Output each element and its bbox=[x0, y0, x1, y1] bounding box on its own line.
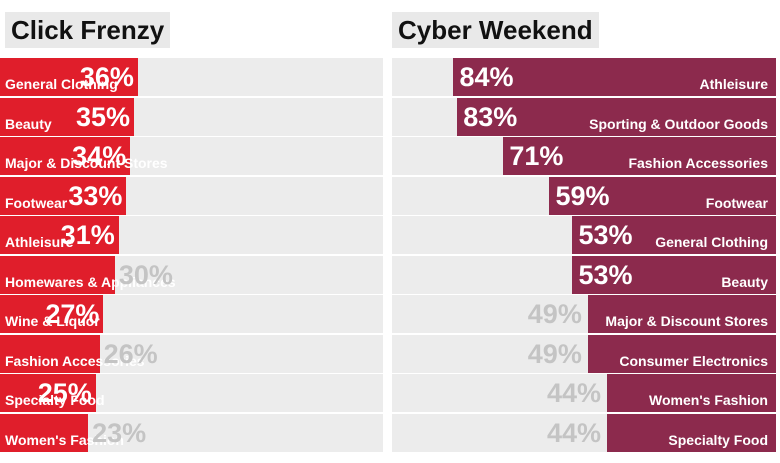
click-frenzy-category-label: Major & Discount Stores bbox=[5, 155, 168, 171]
cyber-weekend-row: Sporting & Outdoor Goods 83% bbox=[392, 97, 776, 136]
cyber-weekend-category-label: Consumer Electronics bbox=[619, 352, 768, 369]
cyber-weekend-value-label: 44% bbox=[546, 378, 602, 408]
click-frenzy-row: Wine & Liquor 27% bbox=[0, 295, 383, 333]
cyber-weekend-bar bbox=[587, 295, 776, 333]
cyber-weekend-row: Footwear 59% bbox=[392, 176, 776, 215]
cyber-weekend-value-label: 71% bbox=[509, 141, 564, 171]
cyber-weekend-bar bbox=[457, 97, 776, 136]
cyber-weekend-value-label: 83% bbox=[463, 101, 518, 132]
cyber-weekend-row: Women's Fashion 44% bbox=[392, 374, 776, 412]
cyber-weekend-bar bbox=[607, 374, 776, 412]
click-frenzy-row: Fashion Accessories 26% bbox=[0, 334, 383, 373]
cyber-weekend-row: Athleisure 84% bbox=[392, 58, 776, 96]
click-frenzy-row: Major & Discount Stores 34% bbox=[0, 137, 383, 175]
click-frenzy-category-label: Beauty bbox=[5, 115, 52, 132]
click-frenzy-category-label: Footwear bbox=[5, 194, 68, 211]
cyber-weekend-bar bbox=[453, 58, 776, 96]
cyber-weekend-bar bbox=[587, 334, 776, 373]
click-frenzy-category-label: Athleisure bbox=[5, 234, 74, 250]
cyber-weekend-title: Cyber Weekend bbox=[392, 12, 599, 48]
click-frenzy-bar bbox=[0, 176, 127, 215]
cyber-weekend-row: Major & Discount Stores 49% bbox=[392, 295, 776, 333]
cyber-weekend-bar bbox=[607, 413, 776, 452]
click-frenzy-category-label: Fashion Accessories bbox=[5, 352, 145, 369]
click-frenzy-row: Beauty 35% bbox=[0, 97, 383, 136]
click-frenzy-value-label: 25% bbox=[37, 378, 92, 408]
click-frenzy-row: Homewares & Appliances 30% bbox=[0, 255, 383, 294]
cyber-weekend-category-label: Footwear bbox=[705, 194, 768, 211]
cyber-weekend-bar bbox=[572, 255, 776, 294]
click-frenzy-bar bbox=[0, 58, 138, 96]
cyber-weekend-row: General Clothing 53% bbox=[392, 216, 776, 254]
click-frenzy-row: General Clothing 36% bbox=[0, 58, 383, 96]
click-frenzy-category-label: Women's Fashion bbox=[5, 431, 124, 448]
click-frenzy-value-label: 36% bbox=[79, 62, 134, 92]
click-frenzy-value-label: 31% bbox=[60, 220, 115, 250]
click-frenzy-bar bbox=[0, 255, 115, 294]
cyber-weekend-value-label: 49% bbox=[527, 299, 582, 329]
cyber-weekend-value-label: 53% bbox=[578, 220, 633, 250]
cyber-weekend-category-label: Women's Fashion bbox=[649, 392, 768, 408]
click-frenzy-bar bbox=[0, 137, 131, 175]
click-frenzy-value-label: 23% bbox=[92, 417, 147, 448]
click-frenzy-category-label: Specialty Food bbox=[5, 392, 105, 408]
click-frenzy-bar bbox=[0, 97, 135, 136]
cyber-weekend-category-label: General Clothing bbox=[655, 234, 768, 250]
click-frenzy-bar bbox=[0, 413, 89, 452]
cyber-weekend-row: Specialty Food 44% bbox=[392, 413, 776, 452]
click-frenzy-value-label: 35% bbox=[76, 101, 131, 132]
cyber-weekend-value-label: 84% bbox=[459, 62, 514, 92]
click-frenzy-value-label: 27% bbox=[45, 299, 100, 329]
click-frenzy-row: Footwear 33% bbox=[0, 176, 383, 215]
click-frenzy-category-label: Wine & Liquor bbox=[5, 313, 100, 329]
click-frenzy-title: Click Frenzy bbox=[5, 12, 171, 48]
click-frenzy-category-label: General Clothing bbox=[5, 76, 118, 92]
click-frenzy-value-label: 34% bbox=[72, 141, 127, 171]
click-frenzy-bar bbox=[0, 374, 96, 412]
cyber-weekend-category-label: Sporting & Outdoor Goods bbox=[589, 115, 768, 132]
cyber-weekend-value-label: 44% bbox=[546, 417, 602, 448]
click-frenzy-bar bbox=[0, 216, 119, 254]
click-frenzy-value-label: 33% bbox=[68, 180, 123, 211]
click-frenzy-value-label: 30% bbox=[118, 259, 173, 290]
click-frenzy-bar bbox=[0, 295, 104, 333]
cyber-weekend-value-label: 49% bbox=[527, 338, 582, 369]
cyber-weekend-category-label: Fashion Accessories bbox=[628, 155, 768, 171]
cyber-weekend-category-label: Major & Discount Stores bbox=[605, 313, 768, 329]
click-frenzy-bar bbox=[0, 334, 100, 373]
cyber-weekend-value-label: 59% bbox=[555, 180, 610, 211]
cyber-weekend-bar bbox=[503, 137, 776, 175]
cyber-weekend-row: Consumer Electronics 49% bbox=[392, 334, 776, 373]
cyber-weekend-bar bbox=[572, 216, 776, 254]
click-frenzy-row: Women's Fashion 23% bbox=[0, 413, 383, 452]
cyber-weekend-category-label: Athleisure bbox=[699, 76, 768, 92]
click-frenzy-row: Specialty Food 25% bbox=[0, 374, 383, 412]
cyber-weekend-bar bbox=[549, 176, 776, 215]
cyber-weekend-row: Fashion Accessories 71% bbox=[392, 137, 776, 175]
click-frenzy-row: Athleisure 31% bbox=[0, 216, 383, 254]
cyber-weekend-category-label: Beauty bbox=[721, 273, 768, 290]
click-frenzy-value-label: 26% bbox=[103, 338, 158, 369]
cyber-weekend-row: Beauty 53% bbox=[392, 255, 776, 294]
cyber-weekend-category-label: Specialty Food bbox=[668, 431, 768, 448]
click-frenzy-category-label: Homewares & Appliances bbox=[5, 273, 176, 290]
cyber-weekend-value-label: 53% bbox=[578, 259, 633, 290]
